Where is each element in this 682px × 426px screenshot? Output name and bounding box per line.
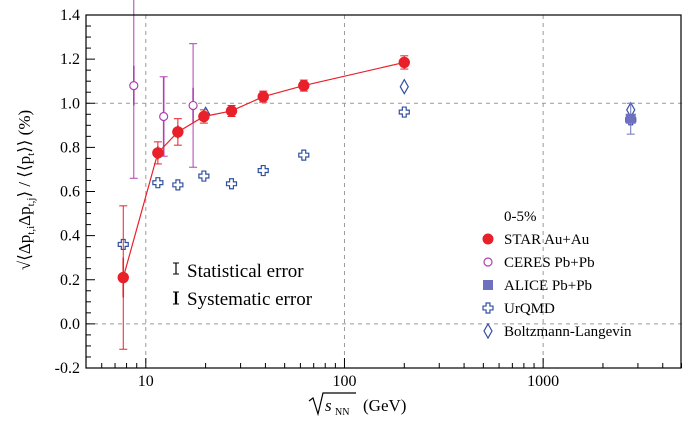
legend: 0-5% STAR Au+Au CERES Pb+Pb ALICE Pb+Pb UrQ… [482, 209, 632, 340]
data-point-ceres [129, 80, 139, 91]
data-point-ceres [188, 100, 198, 111]
sqrt-symbol [308, 392, 356, 417]
series-star [117, 55, 410, 350]
y-tick-label: 0.8 [60, 139, 80, 156]
legend-label-alice: ALICE Pb+Pb [504, 278, 592, 294]
legend-label-star: STAR Au+Au [504, 232, 590, 248]
data-point-star [225, 105, 238, 117]
y-axis-label: √⟨Δpt,iΔpt,j⟩ / ⟨⟨pt⟩⟩ (%) [15, 110, 37, 270]
x-axis-label-root: s [325, 396, 332, 415]
legend-title: 0-5% [504, 209, 537, 225]
grid-lines [86, 15, 682, 368]
legend-marker-ceres [483, 257, 493, 267]
legend-marker-star [482, 233, 494, 245]
legend-marker-urqmd [482, 302, 494, 314]
data-point-star [298, 79, 310, 92]
legend-marker-bl [483, 322, 493, 340]
legend-label-bl: Boltzmann-Langevin [504, 324, 632, 340]
data-point-urqmd [152, 177, 164, 189]
x-tick-label: 100 [332, 373, 356, 390]
plot-frame [85, 14, 682, 369]
data-point-star [198, 110, 210, 123]
error-annotations: Statistical error Systematic error [173, 261, 313, 310]
data-point-star [172, 126, 184, 138]
series-alice [625, 102, 636, 135]
data-point-star [152, 147, 164, 159]
x-axis-label-sub: NN [335, 407, 349, 418]
legend-marker-alice [483, 280, 493, 290]
y-tick-label: -0.2 [55, 360, 80, 377]
series-urqmd [117, 106, 637, 251]
data-point-star [117, 271, 129, 284]
y-tick-label: 0.2 [60, 272, 80, 289]
y-tick-label: 1.4 [60, 7, 80, 24]
data-point-urqmd [398, 106, 410, 118]
data-point-star [257, 90, 269, 103]
data-point-urqmd [257, 164, 269, 177]
y-tick-label: 0.6 [60, 184, 80, 201]
stat-error-label: Statistical error [187, 261, 304, 282]
legend-label-urqmd: UrQMD [504, 301, 555, 317]
x-tick-label: 1000 [527, 373, 559, 390]
data-point-urqmd [198, 170, 210, 182]
series-ceres [129, 0, 198, 179]
axis-ticks: -0.2 0.0 0.2 0.4 0.6 0.8 1.0 1.2 1.4 10 100 1000 [55, 7, 682, 390]
y-tick-label: 1.0 [60, 95, 80, 112]
y-tick-label: 1.2 [60, 51, 80, 68]
data-point-ceres [159, 111, 169, 122]
x-tick-label: 10 [138, 373, 154, 390]
legend-label-ceres: CERES Pb+Pb [504, 255, 595, 271]
data-point-urqmd [172, 179, 184, 191]
data-point-star [398, 56, 410, 69]
data-point-alice [625, 113, 636, 124]
y-tick-label: 0.4 [60, 228, 80, 245]
data-point-urqmd [298, 149, 310, 161]
y-tick-label: 0.0 [60, 316, 80, 333]
data-point-urqmd [225, 178, 238, 190]
sys-error-label: Systematic error [187, 289, 313, 310]
x-axis-label-unit: (GeV) [363, 396, 406, 415]
data-series [117, 0, 637, 350]
y-axis-label-text: √⟨Δpt,iΔpt,j⟩ / ⟨⟨pt⟩⟩ (%) [15, 110, 37, 270]
x-axis-label: s NN (GeV) [308, 392, 406, 418]
data-point-bl [399, 78, 409, 95]
